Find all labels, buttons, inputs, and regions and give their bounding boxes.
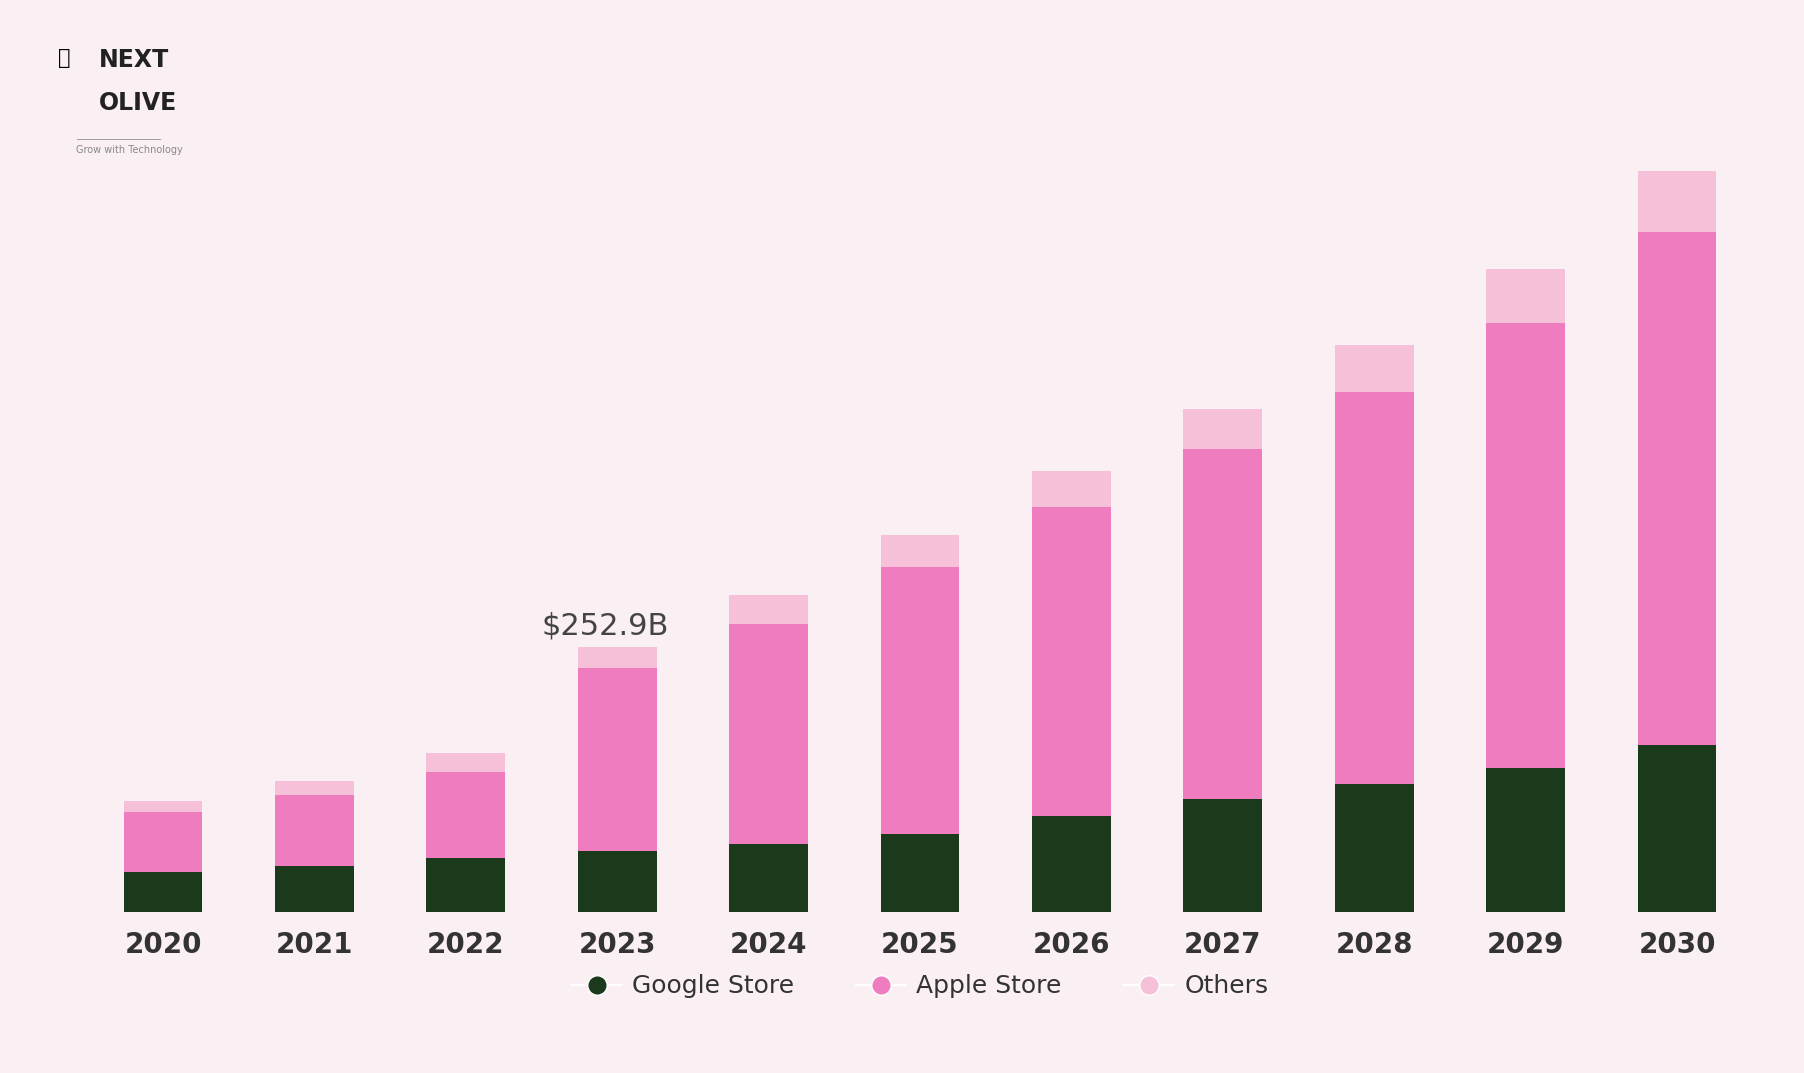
Text: Grow with Technology: Grow with Technology bbox=[76, 145, 182, 155]
Bar bbox=[124, 802, 202, 811]
Bar bbox=[1183, 799, 1263, 912]
Bar bbox=[880, 535, 960, 567]
Bar bbox=[426, 771, 505, 857]
Bar bbox=[1486, 323, 1566, 767]
Bar bbox=[1032, 815, 1111, 912]
Bar bbox=[1183, 449, 1263, 799]
Legend: Google Store, Apple Store, Others: Google Store, Apple Store, Others bbox=[561, 965, 1279, 1009]
Text: ─────────────────: ───────────────── bbox=[76, 134, 161, 143]
Text: OLIVE: OLIVE bbox=[99, 91, 177, 115]
Bar bbox=[1335, 392, 1414, 784]
Bar bbox=[1486, 767, 1566, 912]
Bar bbox=[729, 844, 808, 912]
Bar bbox=[1032, 471, 1111, 508]
Bar bbox=[729, 596, 808, 624]
Bar bbox=[426, 753, 505, 771]
Bar bbox=[1638, 745, 1716, 912]
Bar bbox=[880, 567, 960, 834]
Bar bbox=[880, 834, 960, 912]
Bar bbox=[1183, 409, 1263, 449]
Bar bbox=[577, 647, 657, 668]
Bar bbox=[274, 866, 354, 912]
Bar bbox=[1638, 172, 1716, 232]
Bar bbox=[1032, 508, 1111, 815]
Text: 🌿: 🌿 bbox=[58, 48, 70, 69]
Text: NEXT: NEXT bbox=[99, 48, 170, 72]
Bar bbox=[1335, 784, 1414, 912]
Bar bbox=[729, 624, 808, 844]
Bar bbox=[274, 781, 354, 795]
Bar bbox=[577, 668, 657, 851]
Bar bbox=[274, 795, 354, 866]
Bar bbox=[426, 857, 505, 912]
Bar bbox=[1335, 346, 1414, 392]
Bar bbox=[124, 872, 202, 912]
Bar bbox=[1486, 268, 1566, 323]
Bar bbox=[577, 851, 657, 912]
Bar bbox=[124, 811, 202, 872]
Bar bbox=[1638, 232, 1716, 745]
Text: $252.9B: $252.9B bbox=[541, 612, 669, 641]
